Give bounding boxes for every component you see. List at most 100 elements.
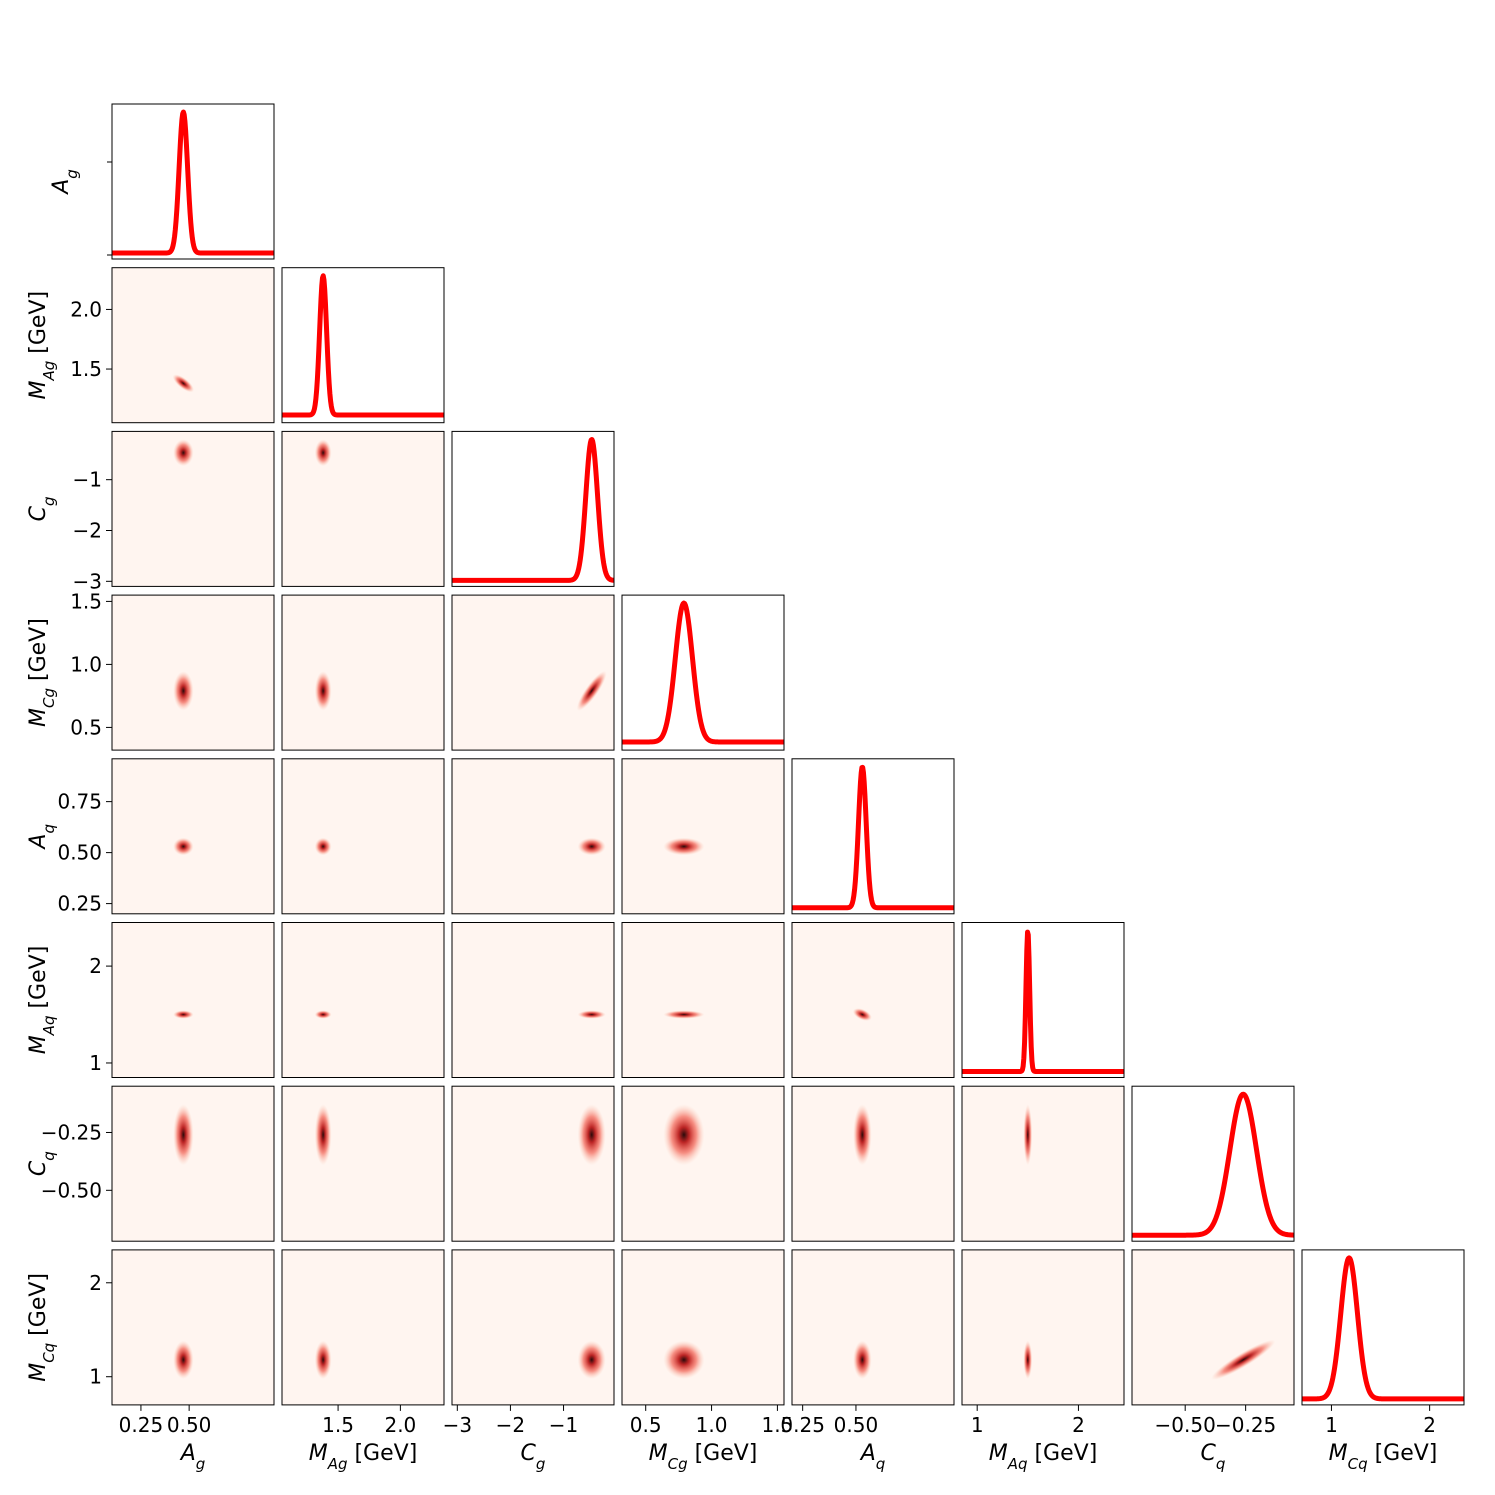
panel-2-1 (281, 430, 445, 587)
panel-frame-7-3 (621, 1249, 785, 1406)
panel-frame-5-4 (791, 922, 955, 1078)
panel-frame-5-3 (621, 922, 785, 1078)
panel-frame-2-0 (111, 430, 275, 587)
x-tick-label: 1 (971, 1413, 984, 1437)
density-bg-4-3 (622, 758, 784, 914)
x-tick-label: 0.25 (780, 1413, 825, 1437)
density-blob-7-0 (173, 1340, 194, 1379)
y-tick-label: −2 (73, 518, 102, 542)
panel-frame-4-4 (791, 758, 955, 915)
panel-6-0 (111, 1085, 275, 1242)
y-tick-label: 0.50 (57, 841, 102, 865)
x-axis-label-2: Cg (521, 1441, 546, 1473)
panel-frame-4-3 (621, 758, 785, 915)
panel-frame-5-5 (961, 922, 1125, 1078)
panel-7-4 (791, 1249, 955, 1406)
panel-7-6 (1131, 1249, 1295, 1406)
panel-6-5 (961, 1085, 1125, 1242)
panel-frame-6-5 (961, 1085, 1125, 1242)
x-axis-label-5: MAq [GeV] (989, 1441, 1098, 1473)
panel-5-3 (621, 922, 785, 1078)
density-blob-7-5 (1023, 1340, 1033, 1379)
panel-frame-7-0 (111, 1249, 275, 1406)
panel-4-2 (451, 758, 615, 915)
density-blob-3-1 (314, 671, 332, 711)
y-tick-label: 1 (89, 1051, 102, 1075)
x-tick-label: 0.50 (834, 1413, 879, 1437)
density-blob-5-2 (577, 1010, 606, 1019)
density-blob-4-1 (314, 837, 332, 856)
y-tick-label: −1 (73, 468, 102, 492)
x-tick-label: −2 (496, 1413, 525, 1437)
panel-frame-4-0 (111, 758, 275, 915)
density-bg-5-2 (452, 922, 614, 1078)
panel-1-0 (111, 267, 275, 424)
panel-frame-6-3 (621, 1085, 785, 1242)
x-tick-label: −1 (549, 1413, 578, 1437)
density-blob-7-3 (663, 1340, 705, 1379)
density-bg-3-1 (282, 595, 444, 751)
panel-5-5 (960, 922, 1126, 1078)
density-bg-1-0 (112, 267, 274, 423)
density-bg-5-3 (622, 922, 784, 1078)
panel-frame-6-1 (281, 1085, 445, 1242)
y-axis-label-3: MCg [GeV] (26, 618, 58, 727)
panel-6-1 (281, 1085, 445, 1242)
density-blob-2-1 (314, 439, 332, 467)
panel-1-1 (280, 267, 446, 424)
x-axis-label-3: MCg [GeV] (649, 1441, 758, 1473)
x-tick-label: 2.0 (384, 1413, 416, 1437)
panel-7-1 (281, 1249, 445, 1406)
x-tick-label: 0.5 (630, 1413, 662, 1437)
marginal-curve-6 (1130, 1091, 1296, 1238)
density-bg-3-0 (112, 595, 274, 751)
density-blob-2-0 (173, 439, 194, 467)
panel-frame-1-1 (281, 267, 445, 424)
density-bg-4-2 (452, 758, 614, 914)
x-axis-label-4: Aq (859, 1441, 886, 1473)
density-blob-1-0 (172, 374, 195, 393)
panel-frame-4-2 (451, 758, 615, 915)
x-axis-label-1: MAg [GeV] (309, 1441, 418, 1473)
density-blob-5-1 (314, 1010, 332, 1019)
panel-frame-3-2 (451, 594, 615, 751)
density-blob-6-4 (853, 1104, 872, 1166)
panel-5-1 (281, 922, 445, 1078)
density-bg-3-2 (452, 595, 614, 751)
y-axis-label-2: Cg (26, 496, 58, 521)
marginal-curve-2 (450, 437, 616, 583)
x-tick-label: −0.50 (1155, 1413, 1216, 1437)
density-bg-5-1 (282, 922, 444, 1078)
y-tick-label: 1 (89, 1365, 102, 1389)
x-tick-label: 1.5 (322, 1413, 354, 1437)
density-bg-5-0 (112, 922, 274, 1078)
marginal-curve-0 (110, 109, 276, 256)
panel-frame-2-2 (451, 430, 615, 587)
density-bg-7-6 (1132, 1249, 1294, 1405)
density-bg-5-4 (792, 922, 954, 1078)
panel-frame-3-3 (621, 594, 785, 751)
panel-2-2 (450, 430, 616, 587)
panel-5-4 (791, 922, 955, 1078)
x-tick-label: −0.25 (1215, 1413, 1276, 1437)
panel-7-0 (111, 1249, 275, 1406)
y-tick-label: 1.0 (70, 652, 102, 676)
density-blob-6-3 (663, 1104, 705, 1166)
y-axis-label-0: Ag (49, 169, 81, 196)
density-bg-4-0 (112, 758, 274, 914)
y-tick-label: −3 (73, 569, 102, 593)
panel-frame-6-4 (791, 1085, 955, 1242)
marginal-curve-4 (790, 764, 956, 911)
panel-5-2 (451, 922, 615, 1078)
density-blob-6-1 (314, 1104, 332, 1166)
y-axis-label-1: MAg [GeV] (26, 291, 58, 400)
density-blob-4-2 (577, 837, 606, 856)
density-bg-7-0 (112, 1249, 274, 1405)
density-blob-7-4 (853, 1340, 872, 1379)
panel-7-7 (1300, 1249, 1466, 1406)
panel-3-2 (451, 594, 615, 751)
density-bg-7-4 (792, 1249, 954, 1405)
density-bg-2-1 (282, 431, 444, 587)
panel-frame-5-2 (451, 922, 615, 1078)
y-tick-label: 2 (89, 1271, 102, 1295)
